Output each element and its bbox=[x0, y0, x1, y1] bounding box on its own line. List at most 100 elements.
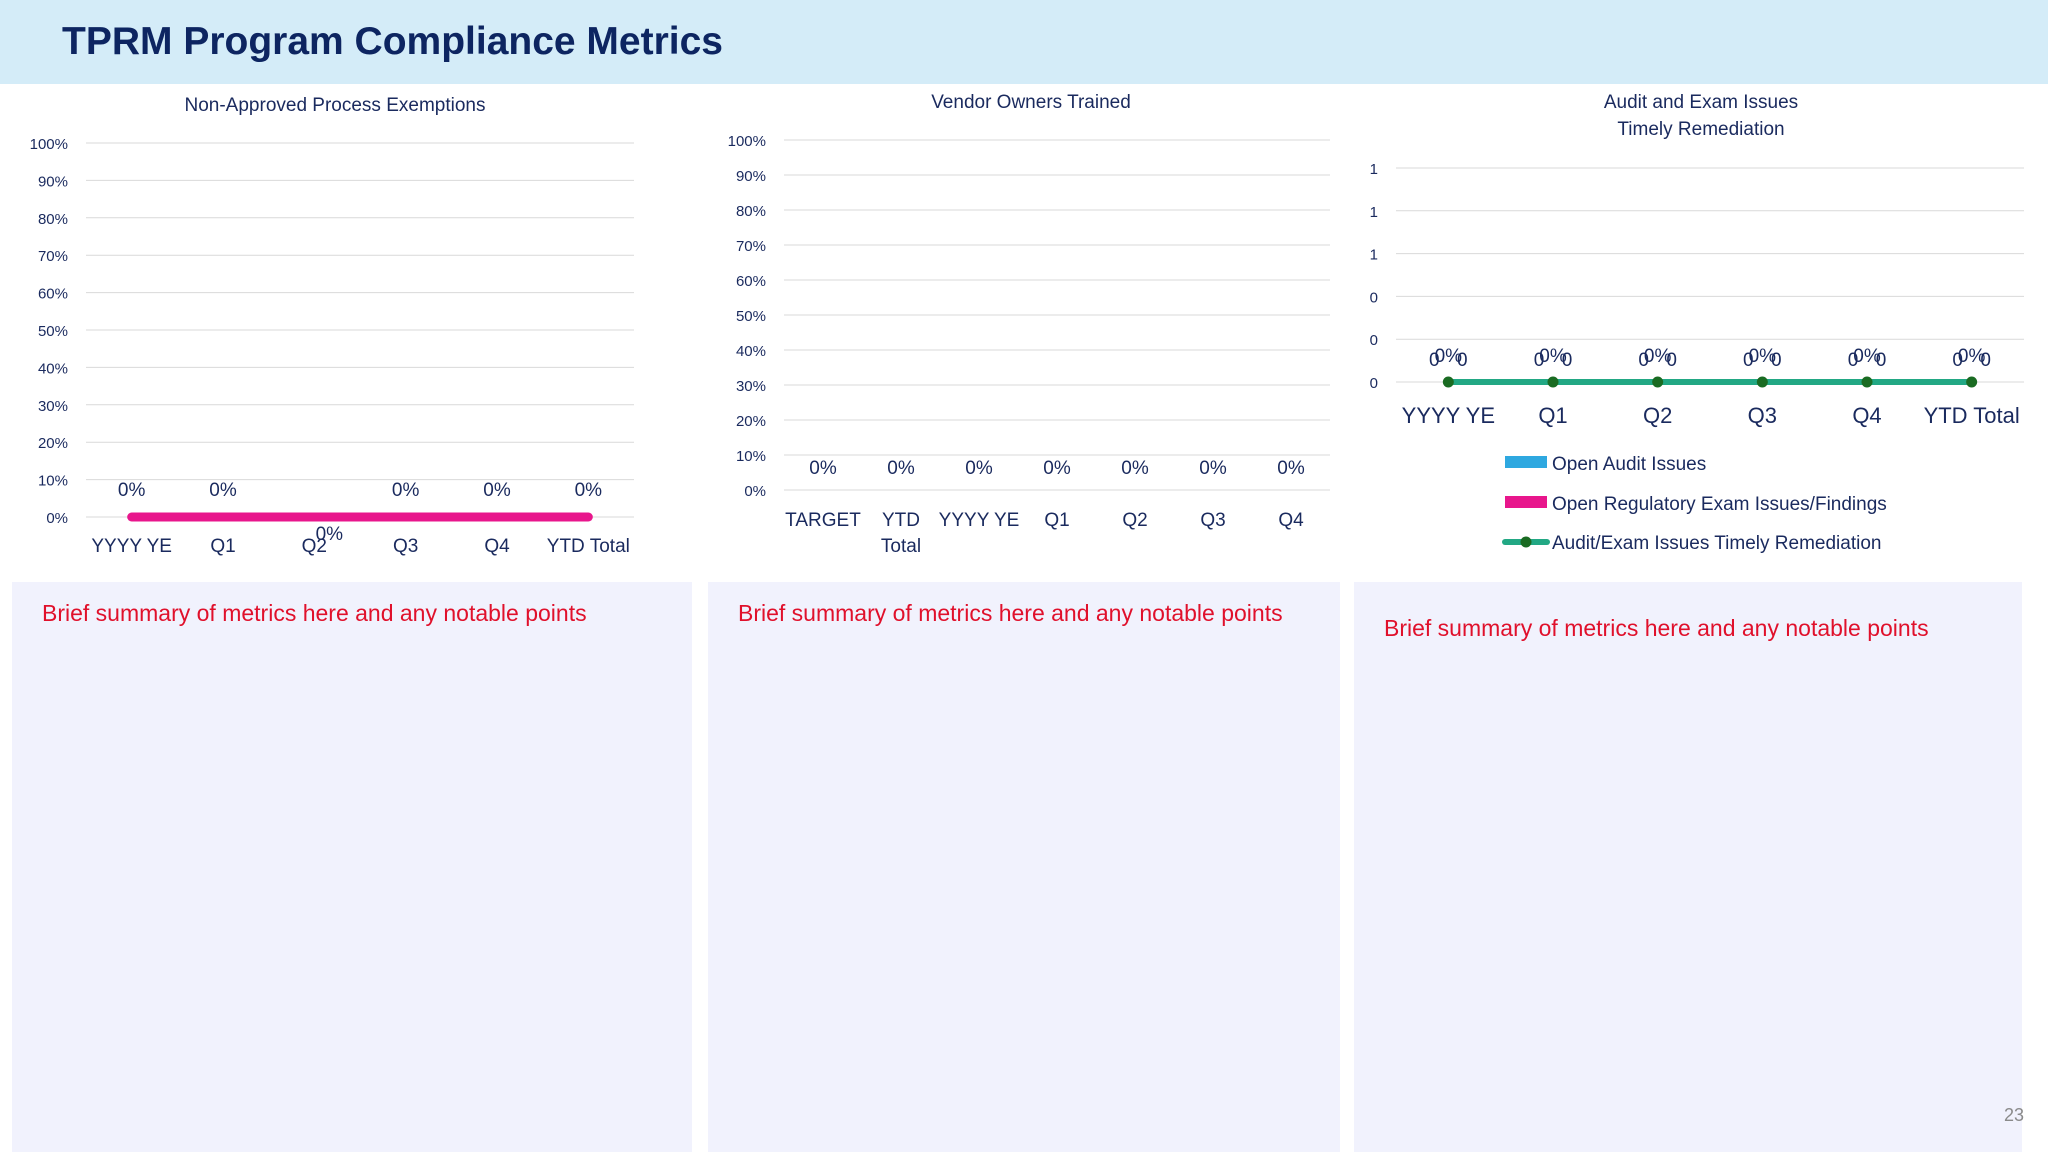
chart2-ytick-label: 30% bbox=[736, 378, 766, 395]
chart3-bar-label: 0 bbox=[1848, 350, 1859, 371]
chart1-category-label: Q2 bbox=[302, 536, 327, 557]
chart2-ytick-label: 10% bbox=[736, 448, 766, 465]
chart1-ytick-label: 90% bbox=[38, 173, 68, 190]
chart3-bar-label: 0 bbox=[1980, 350, 1991, 371]
chart2-ytick-label: 90% bbox=[736, 168, 766, 185]
chart3-ytick-label: 0 bbox=[1370, 332, 1378, 349]
chart3-category-label: Q3 bbox=[1748, 403, 1777, 428]
chart3-line-label: 0% bbox=[1853, 346, 1881, 367]
chart2-ytick-label: 0% bbox=[744, 483, 766, 500]
chart1-ytick-label: 100% bbox=[30, 136, 68, 153]
summary-panel-1: Brief summary of metrics here and any no… bbox=[12, 582, 692, 1152]
chart3-ytick-label: 1 bbox=[1370, 204, 1378, 221]
chart2-category-label: YTD bbox=[882, 510, 920, 531]
chart2-ytick-label: 70% bbox=[736, 238, 766, 255]
chart2-title: Vendor Owners Trained bbox=[931, 92, 1131, 113]
chart1-data-label: 0% bbox=[483, 480, 511, 501]
chart3-line-label: 0% bbox=[1644, 346, 1672, 367]
title-bar: TPRM Program Compliance Metrics bbox=[0, 0, 2048, 84]
chart3-line-marker bbox=[1861, 376, 1873, 388]
charts-area: Non-Approved Process Exemptions0%10%20%3… bbox=[30, 92, 2024, 557]
chart1-data-label: 0% bbox=[209, 480, 237, 501]
chart3-bar-label: 0 bbox=[1534, 350, 1545, 371]
chart1-category-label: Q3 bbox=[393, 536, 418, 557]
chart3-legend-swatch bbox=[1505, 496, 1547, 508]
chart3-bar-label: 0 bbox=[1429, 350, 1440, 371]
chart3-bar-label: 0 bbox=[1562, 350, 1573, 371]
page-title: TPRM Program Compliance Metrics bbox=[62, 20, 723, 63]
chart2-category-label: Total bbox=[881, 536, 921, 557]
chart3-line-label: 0% bbox=[1435, 346, 1463, 367]
chart3-category-label: Q1 bbox=[1538, 403, 1567, 428]
chart1-ytick-label: 0% bbox=[46, 510, 68, 527]
summary-text-3: Brief summary of metrics here and any no… bbox=[1384, 615, 1929, 641]
chart3-line-marker bbox=[1442, 376, 1454, 388]
chart3-bar-label: 0 bbox=[1876, 350, 1887, 371]
chart2-ytick-label: 40% bbox=[736, 343, 766, 360]
chart1-ytick-label: 20% bbox=[38, 435, 68, 452]
chart3-line-label: 0% bbox=[1749, 346, 1777, 367]
chart2-data-label: 0% bbox=[1121, 458, 1149, 479]
summary-panel-2: Brief summary of metrics here and any no… bbox=[708, 582, 1340, 1152]
summary-text-2: Brief summary of metrics here and any no… bbox=[738, 600, 1283, 626]
chart3-bar-label: 0 bbox=[1638, 350, 1649, 371]
chart3-ytick-label: 1 bbox=[1370, 161, 1378, 178]
chart1-category-label: Q4 bbox=[484, 536, 510, 557]
chart3-line-marker bbox=[1966, 376, 1978, 388]
chart3-title: Audit and Exam Issues bbox=[1604, 92, 1798, 113]
chart1-category-label: YYYY YE bbox=[91, 536, 172, 557]
chart2-data-label: 0% bbox=[1277, 458, 1305, 479]
chart1-ytick-label: 30% bbox=[38, 398, 68, 415]
chart3-bar-label: 0 bbox=[1952, 350, 1963, 371]
chart2-ytick-label: 100% bbox=[728, 133, 766, 150]
chart2-category-label: Q3 bbox=[1200, 510, 1225, 531]
chart1-category-label: Q1 bbox=[210, 536, 235, 557]
chart1-data-label: 0% bbox=[575, 480, 603, 501]
chart1-ytick-label: 40% bbox=[38, 360, 68, 377]
chart3-legend-marker bbox=[1520, 536, 1532, 548]
chart2-category-label: Q1 bbox=[1044, 510, 1069, 531]
chart3-bar-label: 0 bbox=[1771, 350, 1782, 371]
chart1-data-label: 0% bbox=[392, 480, 420, 501]
chart3-ytick-label: 0 bbox=[1370, 289, 1378, 306]
page-number: 23 bbox=[2003, 1105, 2024, 1125]
chart3-category-label: YTD Total bbox=[1924, 403, 2020, 428]
chart1-ytick-label: 10% bbox=[38, 473, 68, 490]
chart2-ytick-label: 50% bbox=[736, 308, 766, 325]
chart1-ytick-label: 80% bbox=[38, 211, 68, 228]
chart2-category-label: YYYY YE bbox=[939, 510, 1020, 531]
chart2-data-label: 0% bbox=[1043, 458, 1071, 479]
chart3-line-label: 0% bbox=[1539, 346, 1567, 367]
summary-panel-3: Brief summary of metrics here and any no… bbox=[1354, 582, 2022, 1152]
chart2-data-label: 0% bbox=[1199, 458, 1227, 479]
chart1-category-label: YTD Total bbox=[547, 536, 630, 557]
chart2-data-label: 0% bbox=[965, 458, 993, 479]
chart3-legend-label: Audit/Exam Issues Timely Remediation bbox=[1552, 533, 1881, 554]
chart2-ytick-label: 80% bbox=[736, 203, 766, 220]
chart3-ytick-label: 0 bbox=[1370, 375, 1378, 392]
chart3-legend-label: Open Regulatory Exam Issues/Findings bbox=[1552, 494, 1887, 515]
chart3-category-label: YYYY YE bbox=[1402, 403, 1495, 428]
chart3-bar-label: 0 bbox=[1457, 350, 1468, 371]
chart2-data-label: 0% bbox=[887, 458, 915, 479]
chart2-data-label: 0% bbox=[809, 458, 837, 479]
chart1-ytick-label: 50% bbox=[38, 323, 68, 340]
chart1-ytick-label: 60% bbox=[38, 286, 68, 303]
chart3-subtitle: Timely Remediation bbox=[1617, 119, 1784, 140]
chart3-line-label: 0% bbox=[1958, 346, 1986, 367]
chart3-legend-label: Open Audit Issues bbox=[1552, 454, 1706, 475]
summary-text-1: Brief summary of metrics here and any no… bbox=[42, 600, 587, 626]
chart3-legend-swatch bbox=[1505, 456, 1547, 468]
chart1-title: Non-Approved Process Exemptions bbox=[185, 95, 486, 116]
chart3-line-marker bbox=[1547, 376, 1559, 388]
chart2-ytick-label: 60% bbox=[736, 273, 766, 290]
chart3-bar-label: 0 bbox=[1666, 350, 1677, 371]
chart3-category-label: Q2 bbox=[1643, 403, 1672, 428]
chart3-line-marker bbox=[1652, 376, 1664, 388]
chart3-line-marker bbox=[1756, 376, 1768, 388]
chart1-data-label: 0% bbox=[118, 480, 146, 501]
chart3-bar-label: 0 bbox=[1743, 350, 1754, 371]
chart2-category-label: Q2 bbox=[1122, 510, 1147, 531]
chart1-ytick-label: 70% bbox=[38, 248, 68, 265]
chart1-data-label: 0% bbox=[316, 524, 344, 545]
